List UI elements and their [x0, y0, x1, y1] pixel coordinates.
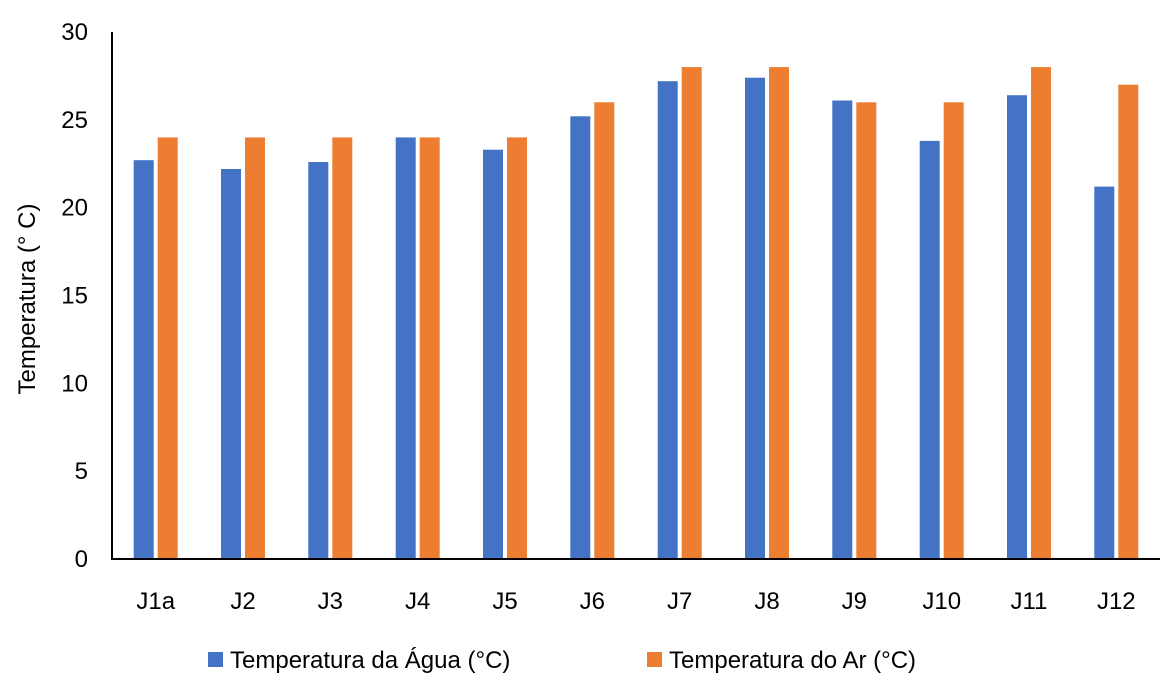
x-tick-label: J10: [922, 588, 961, 615]
x-tick-label: J12: [1097, 588, 1136, 615]
legend-label: Temperatura da Água (°C): [230, 647, 510, 674]
bar-water-j4: [395, 137, 416, 559]
bars-layer: [133, 67, 1139, 560]
bar-air-j3: [332, 137, 353, 559]
x-tick-label: J1a: [136, 588, 175, 615]
bar-air-j4: [419, 137, 440, 559]
bar-water-j10: [919, 140, 940, 559]
axes-layer: [111, 32, 1160, 560]
x-tick-label: J3: [318, 588, 343, 615]
y-tick-label: 20: [61, 195, 88, 222]
y-tick-label: 5: [75, 458, 88, 485]
legend: Temperatura da Água (°C) Temperatura do A…: [208, 647, 916, 674]
x-tick-label: J7: [667, 588, 692, 615]
bar-air-j9: [856, 102, 877, 560]
bar-water-j2: [221, 169, 241, 559]
x-tick-label: J4: [405, 588, 430, 615]
x-tick-labels: J1a J2 J3 J4 J5 J6 J7 J8 J9 J10 J11 J12: [136, 588, 1135, 615]
bar-water-j9: [832, 100, 853, 559]
y-axis-title: Temperatura (° C): [14, 204, 41, 395]
bar-water-j5: [483, 149, 503, 559]
legend-swatch: [647, 652, 662, 667]
x-tick-label: J11: [1011, 588, 1048, 615]
x-tick-label: J2: [230, 588, 255, 615]
bar-water-j7: [657, 81, 678, 559]
bar-water-j3: [308, 162, 329, 559]
bar-air-j5: [507, 137, 527, 559]
bar-water-j1a: [133, 160, 154, 559]
bar-water-j6: [570, 116, 591, 560]
y-tick-label: 0: [75, 546, 88, 573]
x-tick-label: J8: [754, 588, 779, 615]
y-tick-labels: 0 5 10 15 20 25 30: [61, 19, 88, 573]
legend-label: Temperatura do Ar (°C): [669, 647, 916, 674]
bar-air-j7: [681, 67, 702, 559]
legend-swatch: [208, 652, 223, 667]
bar-water-j11: [1007, 95, 1027, 559]
bar-air-j1a: [157, 137, 178, 559]
bar-air-j8: [769, 67, 789, 559]
y-tick-label: 10: [61, 370, 88, 397]
bar-air-j6: [594, 102, 615, 560]
y-tick-label: 15: [61, 283, 88, 310]
y-tick-label: 30: [61, 19, 88, 46]
x-tick-label: J6: [580, 588, 605, 615]
bar-air-j12: [1118, 84, 1139, 559]
x-tick-label: J5: [492, 588, 517, 615]
bar-water-j8: [745, 77, 765, 559]
y-tick-label: 25: [61, 107, 88, 134]
bar-air-j2: [245, 137, 265, 559]
bar-air-j10: [943, 102, 964, 560]
bar-water-j12: [1094, 186, 1115, 559]
bar-air-j11: [1031, 67, 1051, 559]
x-tick-label: J9: [842, 588, 867, 615]
